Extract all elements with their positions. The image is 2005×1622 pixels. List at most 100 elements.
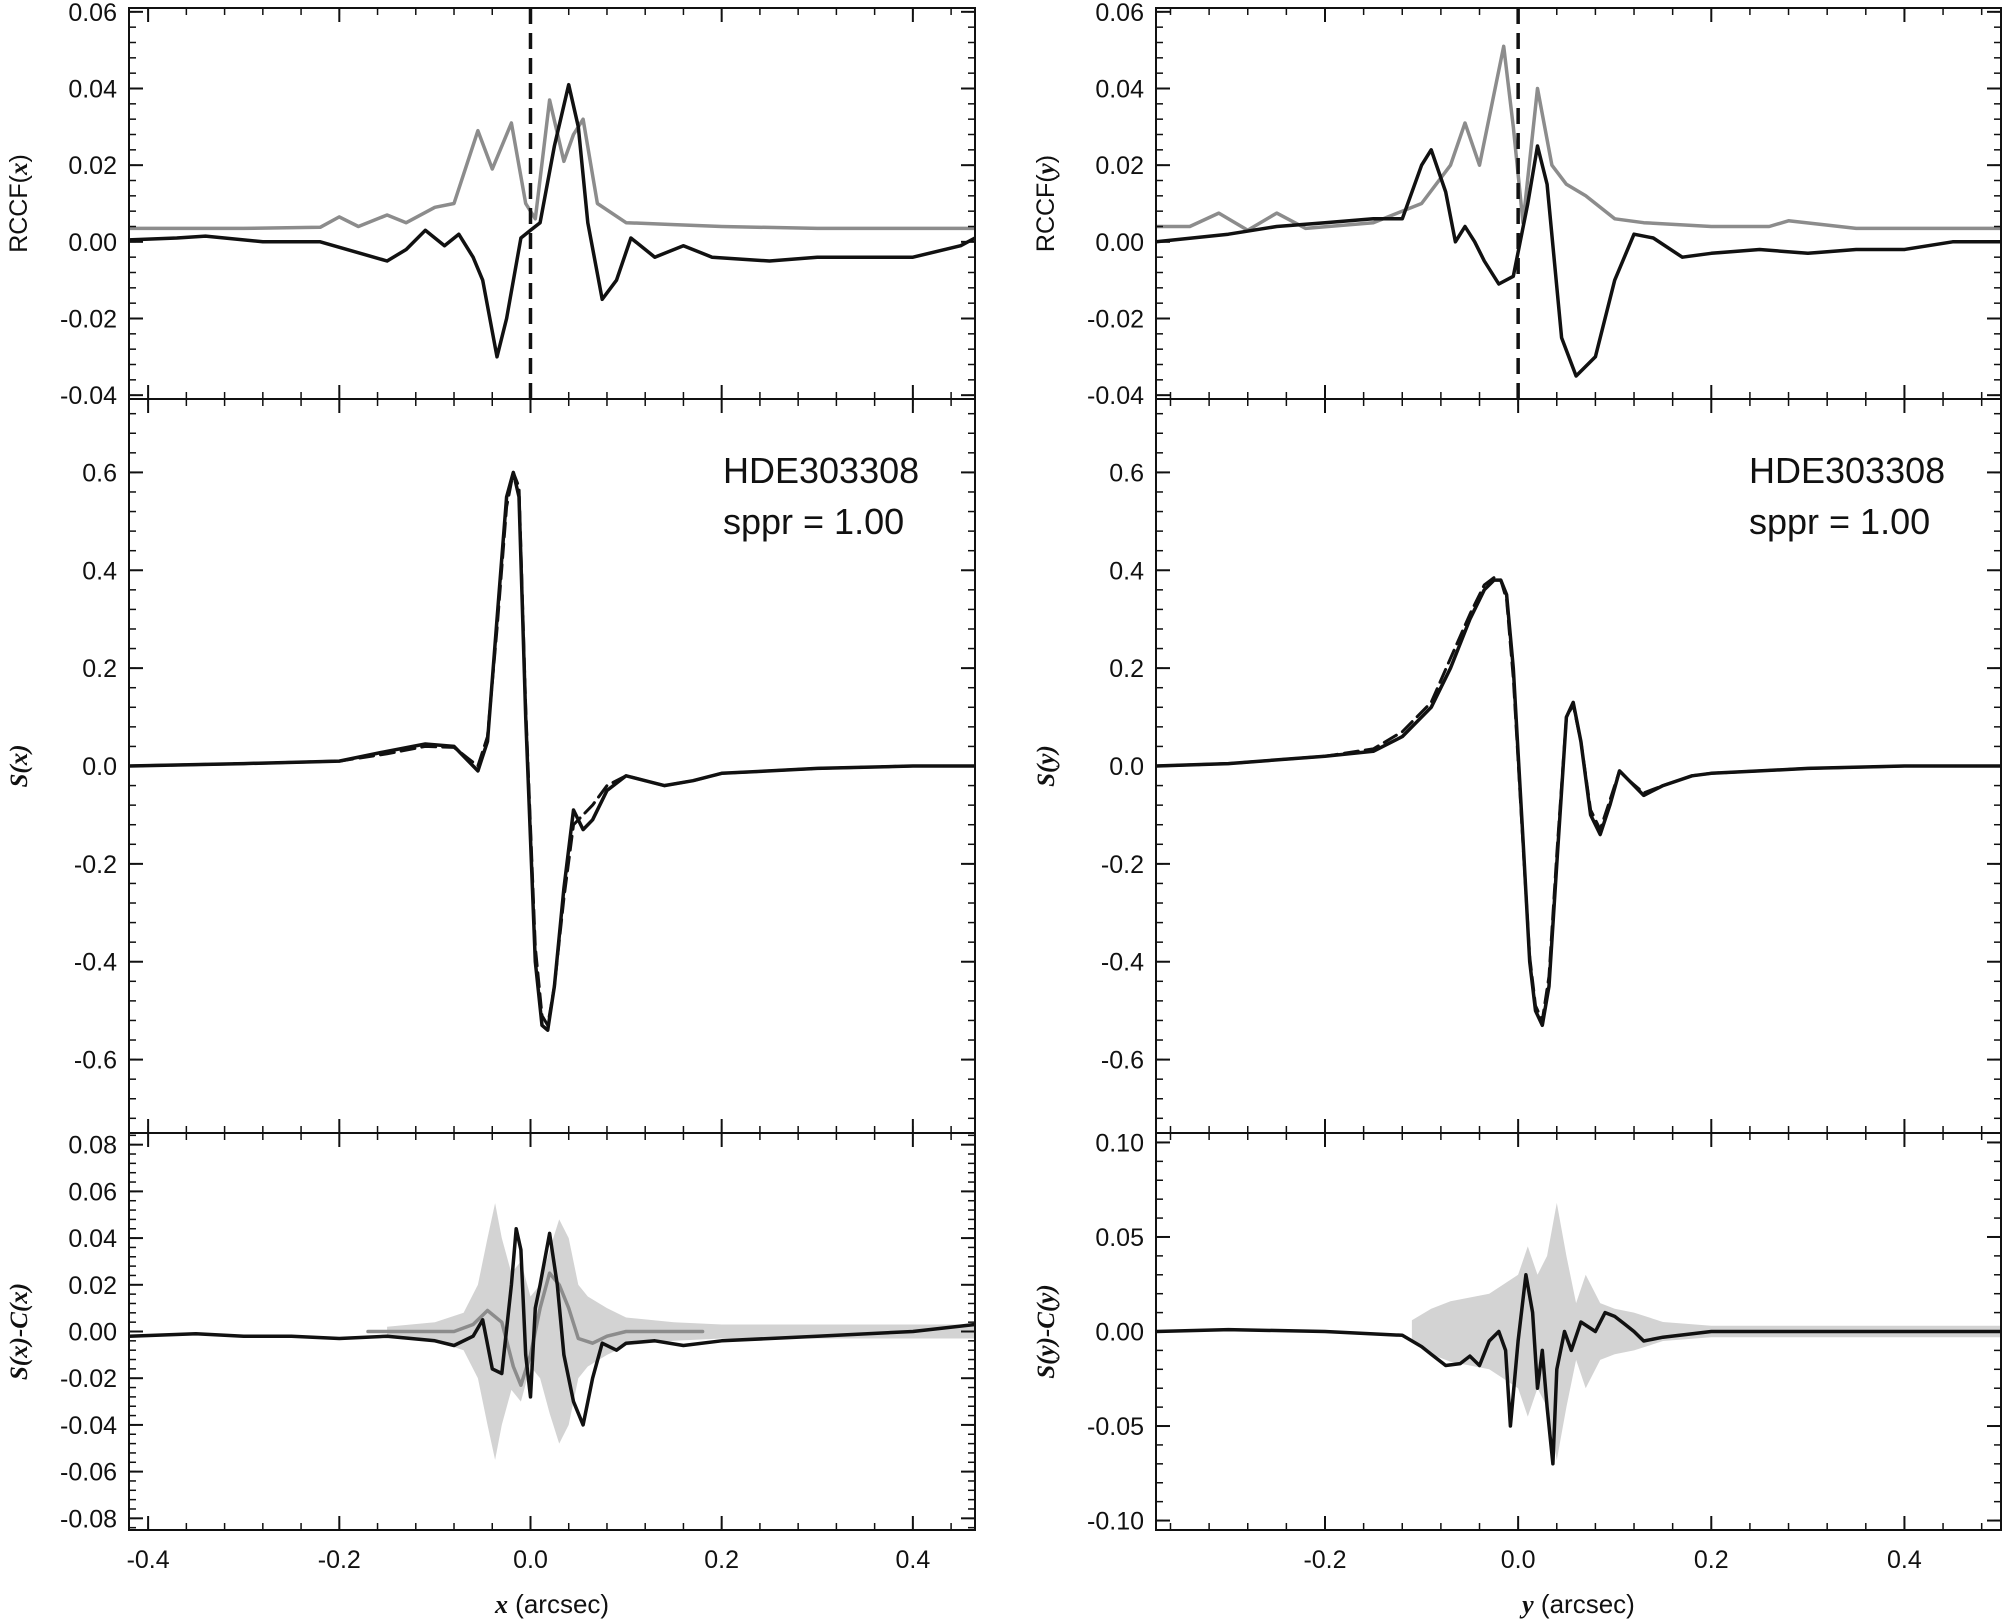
y-tick-label: 0.6 xyxy=(82,459,117,487)
y-axis-label-suffix: ) xyxy=(1033,745,1060,755)
y-tick-label: 0.02 xyxy=(1095,152,1144,180)
y-axis-label: S(y) xyxy=(1033,745,1060,787)
y-tick-label: -0.08 xyxy=(60,1505,117,1533)
y-tick-label: 0.00 xyxy=(68,229,117,257)
x-axis-label-var: x xyxy=(494,1590,508,1619)
y-tick-label: 0.00 xyxy=(1095,229,1144,257)
y-tick-label: -0.4 xyxy=(74,949,117,977)
y-tick-label: 0.06 xyxy=(68,0,117,27)
y-tick-label: -0.02 xyxy=(60,1365,117,1393)
y-axis-label-suffix: ) xyxy=(1033,1284,1060,1294)
y-axis-label-prefix: RCCF( xyxy=(5,174,33,252)
plot-area xyxy=(1156,8,2001,399)
plot-area xyxy=(129,470,975,1032)
series-line-gray xyxy=(1156,44,2001,233)
y-tick-label: 0.08 xyxy=(68,1132,117,1160)
y-axis-label-var: x xyxy=(6,753,33,767)
y-tick-label: 0.06 xyxy=(1095,0,1144,27)
panel-annotation: sppr = 1.00 xyxy=(1749,501,1930,542)
series-line-black xyxy=(129,82,975,359)
y-tick-label: -0.04 xyxy=(1087,382,1144,410)
y-axis-label-suffix: ) xyxy=(5,154,33,162)
y-axis-label-prefix: S( xyxy=(6,1356,33,1380)
series-line-black xyxy=(1156,144,2001,378)
y-axis-label: RCCF(x) xyxy=(5,154,33,253)
y-tick-label: 0.05 xyxy=(1095,1224,1144,1252)
y-axis-label: S(x)-C(x) xyxy=(6,1283,33,1380)
panel-s_x: -0.6 -0.4 -0.2 0.0 0.2 0.4 0.6 S(x) HDE303308 spp… xyxy=(6,398,976,1134)
panel-s_y: -0.6 -0.4 -0.2 0.0 0.2 0.4 0.6 S(y) HDE303308 spp… xyxy=(1033,398,2002,1134)
y-axis-label: S(y)-C(y) xyxy=(1033,1284,1060,1378)
y-axis-label-mid: )-C( xyxy=(6,1302,33,1347)
series-line-black xyxy=(1156,1273,2001,1466)
y-axis-label-var2: x xyxy=(6,1291,33,1305)
x-tick-label: 0.4 xyxy=(895,1546,930,1574)
y-tick-label: -0.06 xyxy=(60,1459,117,1487)
y-axis-label-suffix: ) xyxy=(1032,155,1060,163)
y-tick-label: 0.02 xyxy=(68,1272,117,1300)
y-tick-label: -0.2 xyxy=(1101,851,1144,879)
series-line-gray xyxy=(366,1271,705,1387)
y-axis-label: RCCF(y) xyxy=(1032,155,1060,252)
y-axis-label-prefix: S( xyxy=(6,764,33,788)
y-tick-label: 0.04 xyxy=(68,76,117,104)
y-axis-label-var: y xyxy=(1033,162,1060,177)
x-axis-label-unit: (arcsec) xyxy=(508,1589,609,1619)
panel-frame xyxy=(128,7,976,400)
panel-annotation: sppr = 1.00 xyxy=(723,501,904,542)
y-axis-label-var: x xyxy=(6,1345,33,1359)
plot-area xyxy=(129,1203,975,1460)
series-line-gray xyxy=(129,98,975,231)
panel-annotation: HDE303308 xyxy=(723,450,919,491)
x-tick-label: 0.0 xyxy=(513,1546,548,1574)
x-tick-label: -0.4 xyxy=(127,1546,170,1574)
y-tick-label: -0.4 xyxy=(1101,949,1144,977)
y-tick-label: -0.2 xyxy=(74,851,117,879)
y-tick-label: 0.04 xyxy=(68,1225,117,1253)
x-tick-label: 0.4 xyxy=(1887,1546,1922,1574)
y-axis-label: S(x) xyxy=(6,744,33,787)
y-tick-label: 0.0 xyxy=(1109,753,1144,781)
y-tick-label: 0.2 xyxy=(1109,655,1144,683)
series-line-black xyxy=(129,1226,975,1427)
y-axis-label-mid: )-C( xyxy=(1033,1302,1060,1347)
panel-res_x: -0.08 -0.06 -0.04 -0.02 0.00 0.02 0.04 0.06 0.08… xyxy=(6,1132,976,1619)
y-axis-label-suffix: ) xyxy=(6,1283,33,1293)
y-axis-label-prefix: S( xyxy=(1033,1355,1060,1379)
panel-rccf_x: -0.04 -0.02 0.00 0.02 0.04 0.06 RCCF(x) xyxy=(5,0,976,410)
y-tick-label: -0.02 xyxy=(60,306,117,334)
x-axis-label-var: y xyxy=(1519,1590,1534,1619)
y-tick-label: 0.00 xyxy=(68,1319,117,1347)
y-tick-label: 0.06 xyxy=(68,1178,117,1206)
x-tick-label: 0.2 xyxy=(1694,1546,1729,1574)
plot-area xyxy=(129,8,975,399)
y-tick-label: -0.04 xyxy=(60,1412,117,1440)
plot-area xyxy=(1156,576,2001,1028)
y-tick-label: 0.4 xyxy=(1109,557,1144,585)
y-axis-label-var: y xyxy=(1033,753,1060,768)
x-tick-label: -0.2 xyxy=(318,1546,361,1574)
y-axis-label-var: y xyxy=(1033,1344,1060,1359)
x-axis-label-unit: (arcsec) xyxy=(1534,1589,1635,1619)
y-tick-label: -0.6 xyxy=(1101,1047,1144,1075)
y-axis-label-prefix: RCCF( xyxy=(1032,174,1060,252)
y-tick-label: -0.10 xyxy=(1087,1508,1144,1536)
series-line-black-dashed xyxy=(129,470,975,1027)
x-axis-label: y (arcsec) xyxy=(1519,1589,1635,1619)
y-tick-label: 0.6 xyxy=(1109,459,1144,487)
y-tick-label: -0.6 xyxy=(74,1047,117,1075)
y-tick-label: 0.10 xyxy=(1095,1129,1144,1157)
y-axis-label-suffix: ) xyxy=(6,744,33,754)
y-tick-label: 0.00 xyxy=(1095,1319,1144,1347)
panel-res_y: -0.10 -0.05 0.00 0.05 0.10 -0.2 0.0 0.2 0.4 y (ar… xyxy=(1033,1129,2002,1619)
series-line-black-dashed xyxy=(1156,576,2001,1022)
x-tick-label: 0.0 xyxy=(1501,1546,1536,1574)
panel-rccf_y: -0.04 -0.02 0.00 0.02 0.04 0.06 RCCF(y) xyxy=(1032,0,2002,410)
y-tick-label: 0.04 xyxy=(1095,76,1144,104)
y-tick-label: -0.02 xyxy=(1087,306,1144,334)
y-tick-label: -0.04 xyxy=(60,382,117,410)
x-tick-label: 0.2 xyxy=(704,1546,739,1574)
x-tick-label: -0.2 xyxy=(1303,1546,1346,1574)
y-axis-label-var2: y xyxy=(1033,1292,1060,1307)
